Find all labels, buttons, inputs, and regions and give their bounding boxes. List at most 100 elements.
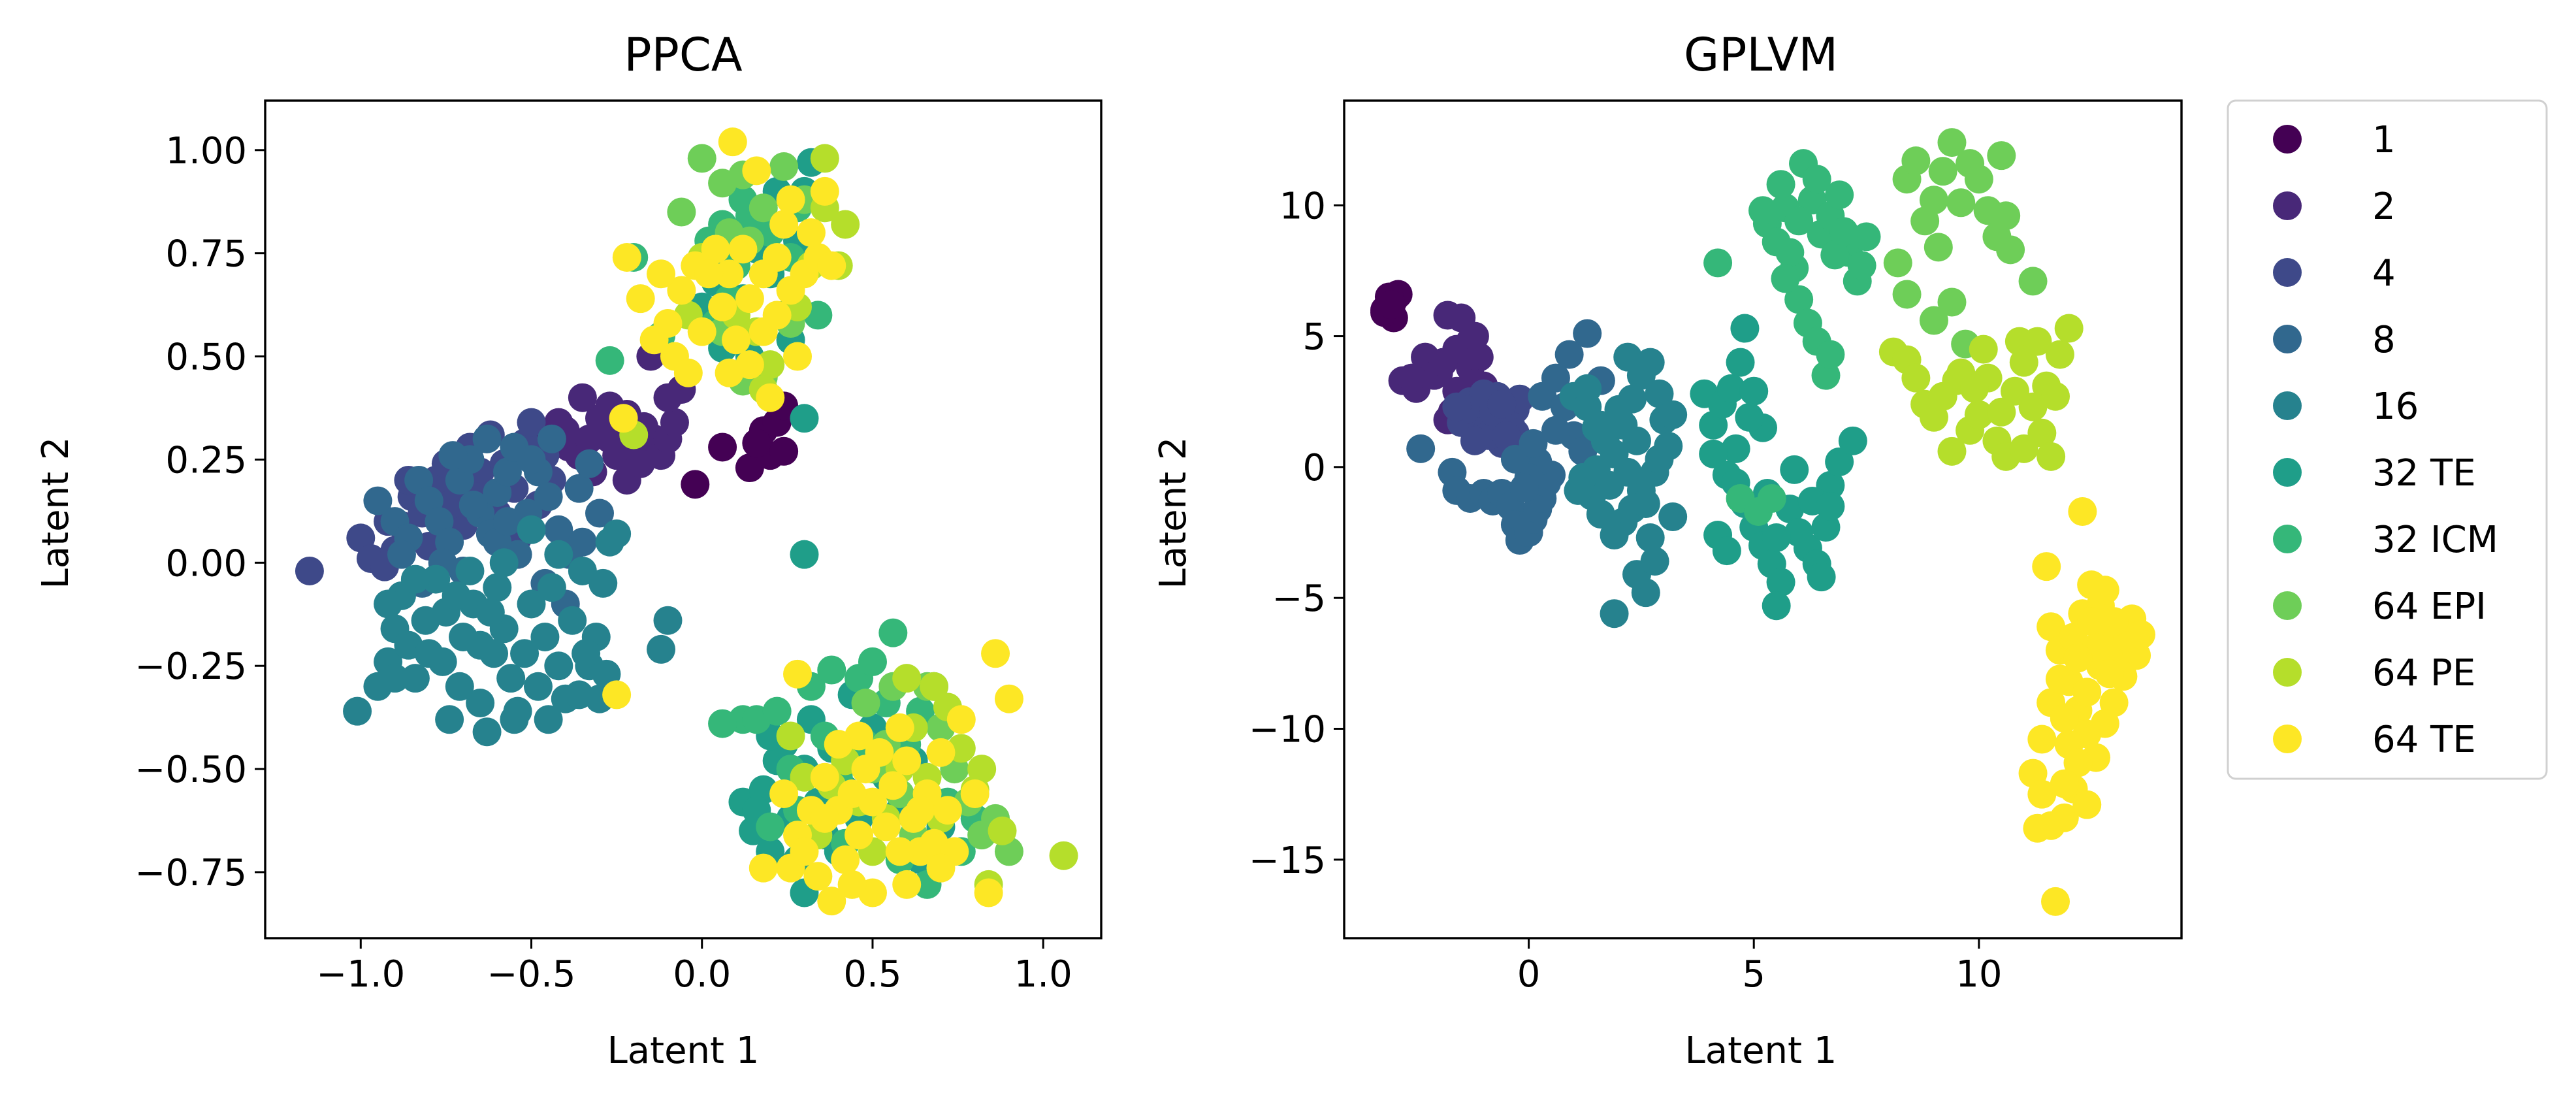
series-32-te-point [1730,314,1760,343]
legend-label-64-te: 64 TE [2372,719,2476,761]
x-tick-label: 0.0 [673,953,731,996]
series-64-te-point [810,762,839,792]
series-16-point [1564,476,1593,505]
series-64-te-point [673,358,703,387]
series-64-epi-point [1996,235,2025,265]
series-16-point [1622,426,1652,455]
series-64-epi-point [2018,267,2048,296]
series-64-epi-point [1883,248,1912,278]
series-64-te-point [831,845,860,875]
series-64-pe-point [776,721,805,751]
series-1-point [1377,290,1406,319]
series-64-te-point [718,127,747,157]
series-8-point [537,424,566,453]
series-16-point [414,639,443,668]
series-32-icm-point [1847,251,1876,280]
series-64-te-point [810,804,839,833]
series-16-point [588,568,618,598]
series-32-icm-point [858,647,887,676]
legend: 1 2 4 8 16 32 TE 32 ICM 64 EPI 64 PE 64 TE [2227,99,2548,780]
series-64-te-point [2126,620,2155,649]
series-32-te-point [1721,434,1750,463]
x-tick-label: 0 [1517,953,1541,996]
series-16-point [1581,455,1611,484]
legend-label-8: 8 [2372,319,2396,361]
series-32-icm-point [1784,285,1814,314]
series-16-point [530,622,560,651]
series-64-te-point [981,639,1010,668]
legend-marker-2 [2273,191,2302,220]
y-tick-label: −0.50 [135,749,247,791]
series-64-te-point [612,242,641,272]
series-8-point [544,515,573,544]
series-32-te-point [1726,348,1755,377]
series-64-te-point [885,837,914,866]
legend-label-16: 16 [2372,385,2419,428]
series-64-te-point [2090,576,2119,605]
series-64-pe-point [988,816,1017,845]
series-8-point [492,457,522,487]
series-16-point [517,515,546,544]
axis-ticks: 0 5 10 −15 −10 −5 0 5 10 [1249,185,2003,996]
series-32-te-point [1816,491,1845,521]
y-axis-label: Latent 2 [35,437,77,589]
series-8-point [517,445,546,474]
y-tick-label: 5 [1302,316,1326,359]
series-64-te-point [694,259,724,289]
series-64-te-point [837,779,867,808]
series-64-te-point [2063,644,2093,673]
series-16-point [472,717,502,747]
series-64-te-point [2050,704,2079,733]
series-32-icm-point [756,812,785,841]
series-16-point [466,630,495,660]
series-16-point [421,564,451,594]
series-16-point [1600,599,1629,628]
series-2-point [660,408,689,437]
y-tick-label: 0.50 [165,336,247,379]
series-64-te-point [960,779,990,808]
series-64-epi-point [1919,306,1948,335]
series-8-point [534,482,563,512]
series-16-point [1645,444,1674,474]
series-64-epi-point [1901,146,1931,176]
legend-label-1: 1 [2372,119,2396,161]
series-64-pe-point [2023,327,2052,356]
series-32-icm-point [1703,248,1733,278]
scatter-points [295,127,1078,916]
series-16-point [445,672,474,701]
legend-marker-64-te [2273,725,2302,753]
legend-marker-16 [2273,391,2302,420]
series-32-icm-point [708,709,737,738]
x-tick-label: 1.0 [1014,953,1072,996]
series-64-epi-point [1928,157,1957,186]
series-64-te-point [715,358,744,387]
series-16-point [483,573,512,602]
legend-marker-8 [2273,325,2302,353]
series-16-point [496,664,526,693]
series-16-point [1635,348,1665,377]
series-16-point [455,556,485,585]
chart-title: PPCA [624,28,742,82]
series-1-point [769,436,799,466]
series-32-icm-point [762,696,792,726]
series-64-te-point [2063,748,2093,777]
series-64-te-point [926,738,956,767]
legend-label-4: 4 [2372,252,2396,295]
series-32-icm-point [1802,165,1831,194]
series-64-pe-point [1937,436,1967,466]
series-64-te-point [701,235,730,264]
series-64-te-point [885,713,914,742]
series-64-pe-point [2054,314,2084,343]
series-16-point [1586,410,1615,440]
x-tick-label: −0.5 [487,953,576,996]
series-64-te-point [2032,552,2061,581]
series-64-te-point [602,680,632,710]
series-64-epi-point [749,193,778,223]
series-32-icm-point [1766,170,1795,199]
series-64-te-point [2023,813,2052,843]
series-32-te-point [1699,439,1728,468]
series-64-pe-point [2041,382,2070,411]
series-32-icm-point [1784,206,1814,236]
series-64-te-point [845,821,874,850]
series-64-te-point [790,837,819,866]
